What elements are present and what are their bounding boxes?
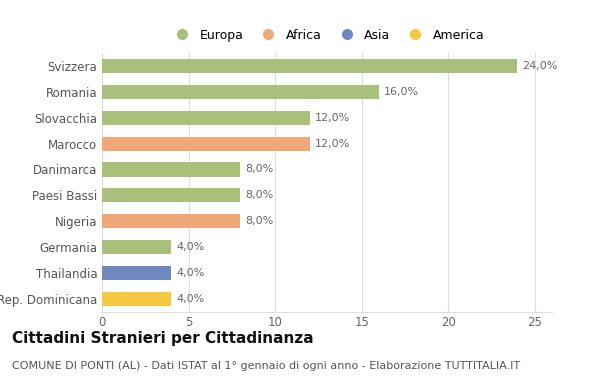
Bar [102, 291, 171, 306]
Text: 4,0%: 4,0% [176, 242, 205, 252]
Bar [102, 162, 241, 177]
Text: 24,0%: 24,0% [523, 61, 558, 71]
Text: 16,0%: 16,0% [384, 87, 419, 97]
Text: 8,0%: 8,0% [245, 216, 274, 226]
Text: 12,0%: 12,0% [315, 139, 350, 149]
Bar [102, 136, 310, 151]
Bar [102, 85, 379, 99]
Text: 4,0%: 4,0% [176, 268, 205, 278]
Text: 12,0%: 12,0% [315, 113, 350, 123]
Bar [102, 214, 241, 228]
Text: 8,0%: 8,0% [245, 165, 274, 174]
Text: 4,0%: 4,0% [176, 294, 205, 304]
Text: Cittadini Stranieri per Cittadinanza: Cittadini Stranieri per Cittadinanza [12, 331, 314, 345]
Bar [102, 240, 171, 254]
Text: COMUNE DI PONTI (AL) - Dati ISTAT al 1° gennaio di ogni anno - Elaborazione TUTT: COMUNE DI PONTI (AL) - Dati ISTAT al 1° … [12, 361, 520, 371]
Bar [102, 266, 171, 280]
Bar [102, 188, 241, 203]
Bar [102, 111, 310, 125]
Text: 8,0%: 8,0% [245, 190, 274, 200]
Bar [102, 59, 517, 73]
Legend: Europa, Africa, Asia, America: Europa, Africa, Asia, America [169, 29, 485, 42]
